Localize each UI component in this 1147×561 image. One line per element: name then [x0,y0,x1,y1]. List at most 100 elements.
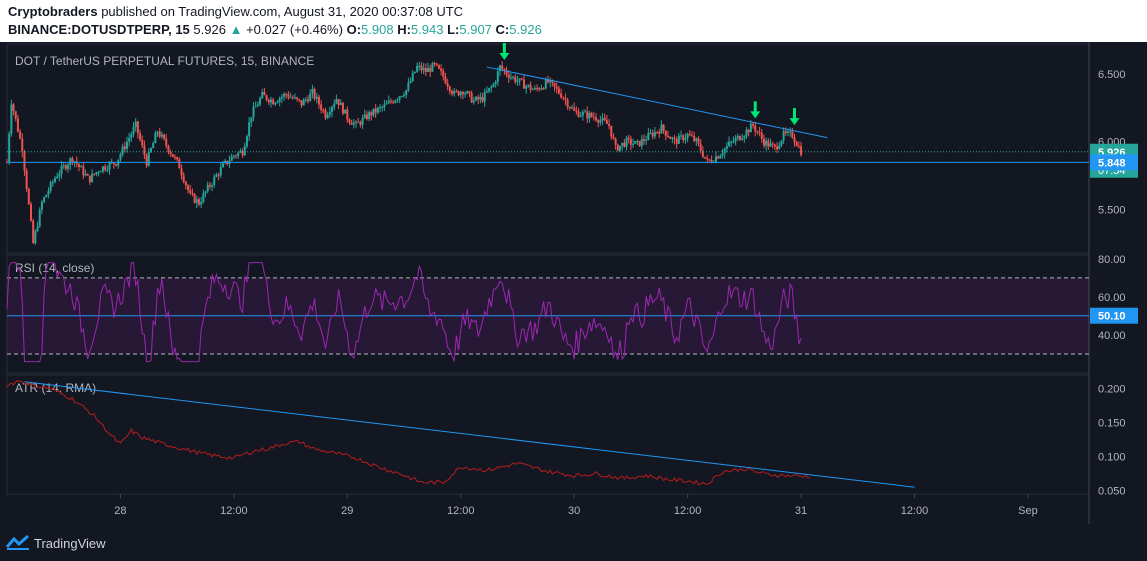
candle-body [359,122,362,125]
candle-body [773,144,776,147]
candle-body [115,164,118,166]
atr-trendline[interactable] [24,381,915,488]
candle-body [355,121,358,123]
rsi-axis-tick: 40.00 [1098,330,1126,342]
candle-body [315,96,318,99]
candle-body [147,151,150,166]
atr-axis-tick: 0.150 [1098,418,1126,430]
candle-body [776,146,779,150]
time-axis-label: Sep [1018,505,1038,517]
candle-body [285,93,288,95]
candle-body [433,63,436,65]
rsi-pane-title: RSI (14, close) [15,261,94,275]
candle-body [149,148,152,152]
candle-body [523,79,526,89]
candle-body [754,125,757,132]
candle-body [239,150,242,153]
time-axis-label: 29 [341,505,353,517]
atr-line [6,379,810,486]
candle-body [119,154,122,160]
candle-body [88,175,91,183]
candle-body [479,96,482,100]
candle-body [699,143,702,151]
candle-body [649,132,652,134]
candle-body [49,182,52,191]
candle-body [202,193,205,203]
candle-body [505,70,508,75]
candle-body [250,117,253,123]
candle-body [263,91,266,96]
candle-body [734,138,737,142]
candle-body [245,136,248,147]
candle-body [555,86,558,89]
candle-body [730,141,733,143]
low-value: 5.907 [459,22,492,37]
candle-body [738,135,741,140]
candle-body [14,111,17,119]
tradingview-brand[interactable]: TradingView [34,536,106,551]
candle-body [344,109,347,114]
candle-body [374,108,377,113]
candle-body [385,103,388,105]
candle-body [420,65,423,71]
candle-body [455,90,458,92]
candle-body [481,96,484,102]
up-arrow-icon: ▲ [229,22,243,37]
candle-body [62,165,65,167]
candle-body [544,79,547,89]
candle-body [280,96,283,99]
candle-body [84,174,87,176]
candle-body [300,100,303,106]
candle-body [71,158,74,163]
candle-body [237,152,240,156]
candle-body [601,117,604,121]
chart-area[interactable]: DOT / TetherUS PERPETUAL FUTURES, 15, BI… [0,42,1147,524]
candle-body [588,113,591,119]
candle-body [708,159,711,161]
candle-body [719,155,722,159]
candle-body [562,97,565,99]
publisher-name[interactable]: Cryptobraders [8,4,98,19]
resistance-trendline[interactable] [486,66,828,139]
candle-body [106,169,109,171]
candle-body [527,84,530,87]
candle-body [418,65,421,67]
candle-body [758,132,761,134]
candle-body [29,204,32,221]
candle-body [176,157,179,160]
candle-body [651,132,654,137]
candle-body [629,138,632,145]
candle-body [568,107,571,109]
candle-body [392,101,395,103]
time-axis-label: 12:00 [220,505,248,517]
last-price: 5.926 [193,22,226,37]
candle-body [531,89,534,91]
candle-body [666,135,669,138]
candle-body [317,96,320,105]
candle-body [95,172,98,175]
candle-body [516,80,519,82]
candle-body [789,131,792,133]
time-axis-label: 12:00 [447,505,475,517]
candle-body [520,78,523,80]
candle-body [736,135,739,139]
candle-body [296,97,299,100]
candle-body [682,135,685,141]
candle-body [56,176,59,179]
candle-body [782,130,785,141]
candle-body [134,121,137,128]
time-axis-label: 12:00 [901,505,929,517]
candle-body [189,190,192,193]
chart-canvas[interactable]: DOT / TetherUS PERPETUAL FUTURES, 15, BI… [0,42,1147,524]
candle-body [529,84,532,90]
candle-body [662,124,665,131]
candle-body [311,89,314,94]
rsi-line [6,262,802,363]
candle-body [503,68,506,71]
candle-body [618,145,621,151]
candle-body [769,143,772,147]
candle-body [771,143,774,145]
candle-body [213,176,216,186]
candle-body [36,226,39,232]
candle-body [557,88,560,94]
